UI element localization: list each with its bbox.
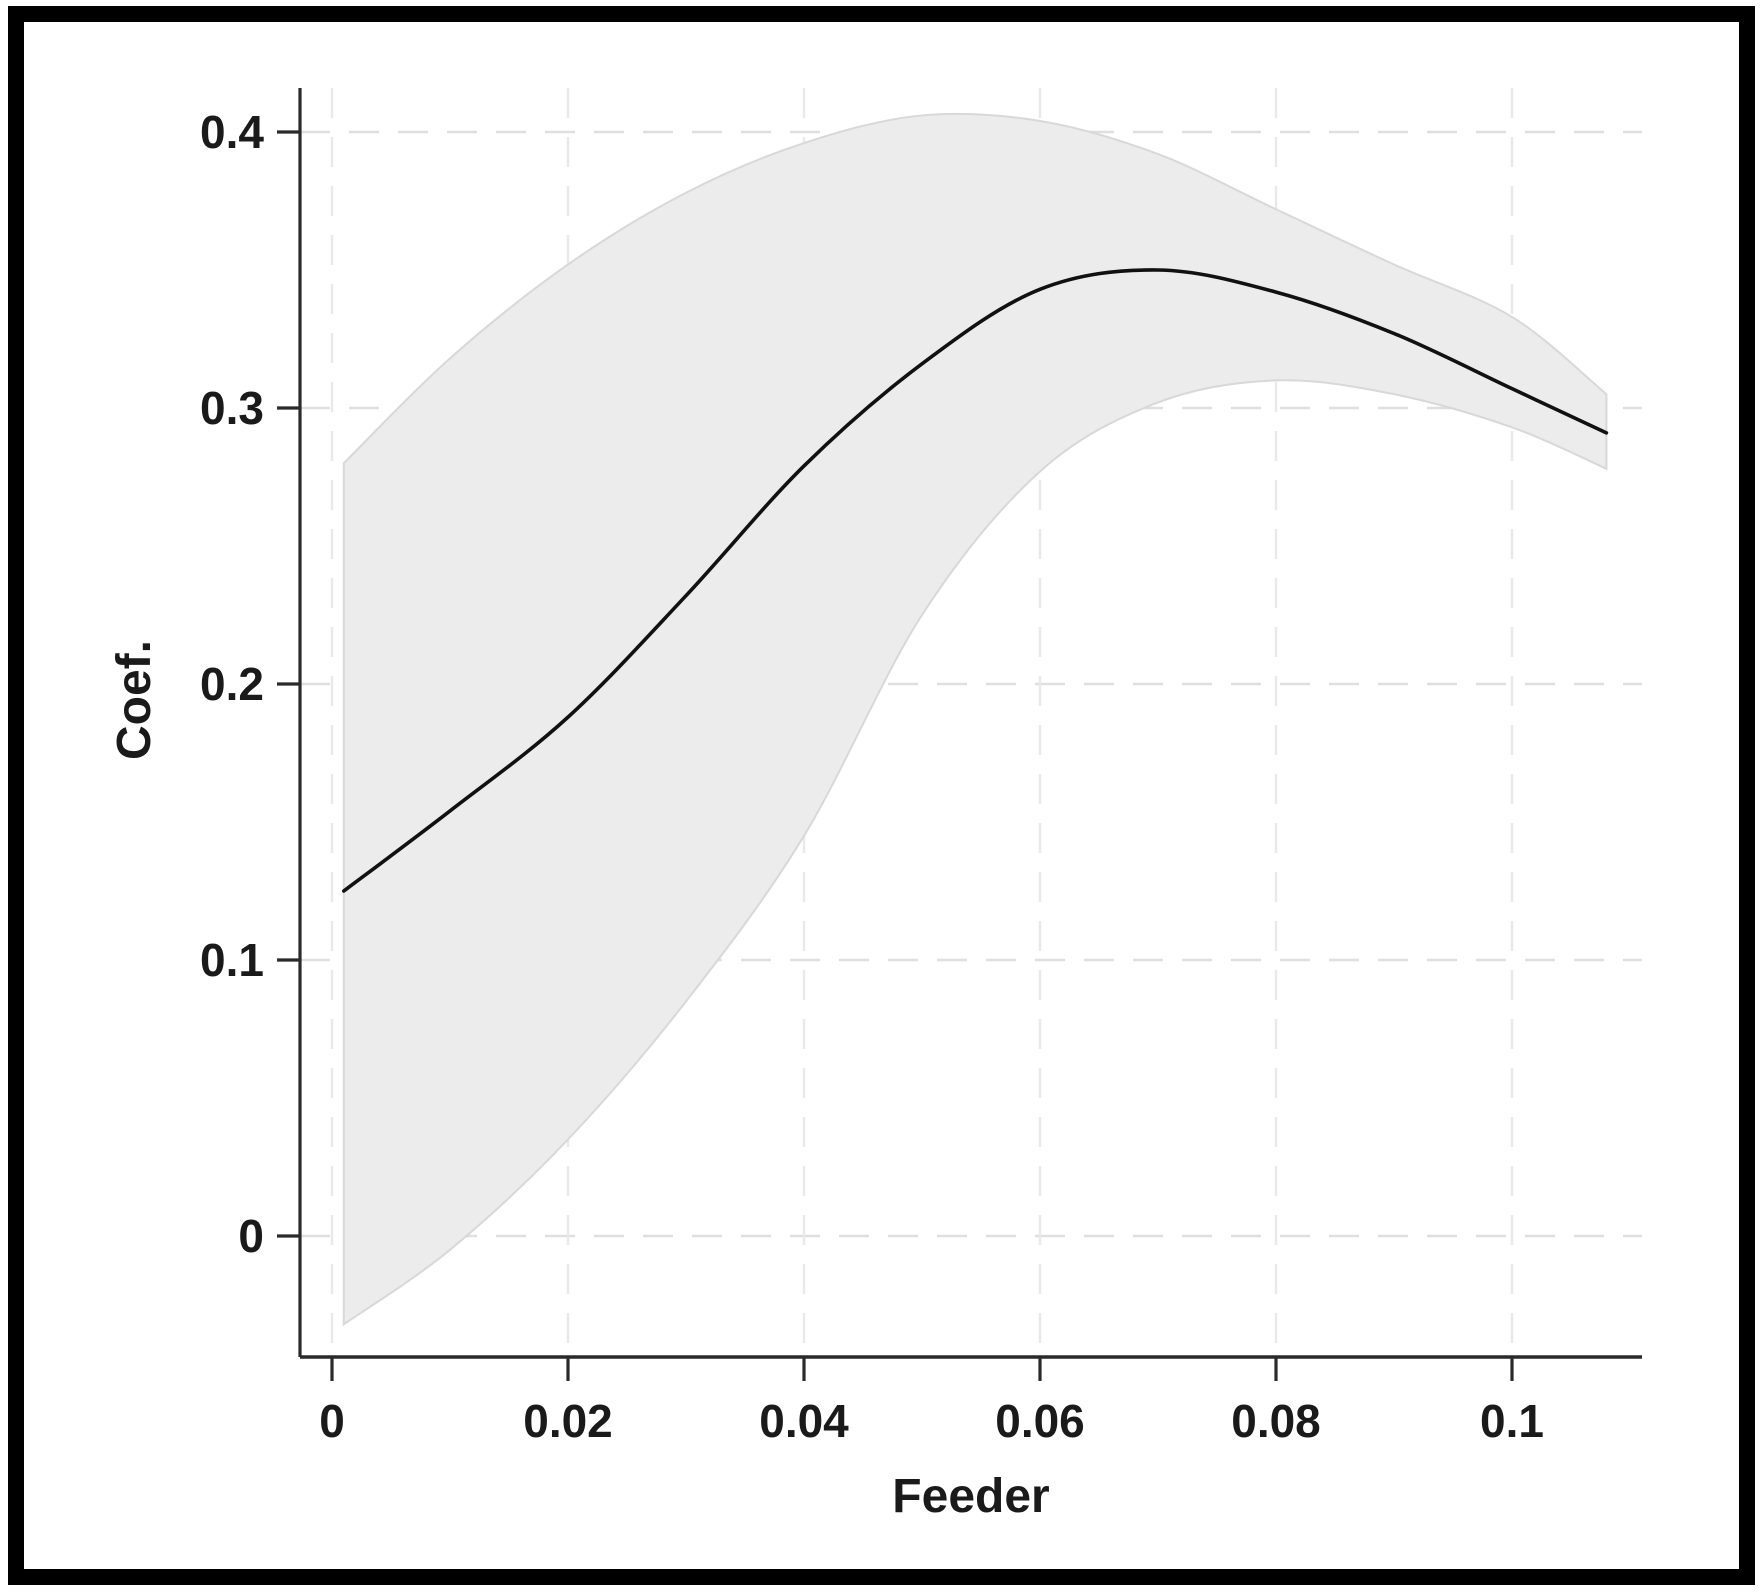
fit-line bbox=[342, 268, 1609, 893]
y-tick-label-0.1: 0.1 bbox=[200, 934, 264, 986]
y-tick-label-0.3: 0.3 bbox=[200, 382, 264, 434]
x-tick-label-0.04: 0.04 bbox=[759, 1395, 849, 1447]
y-tick-label-0.2: 0.2 bbox=[200, 658, 264, 710]
x-tick-label-0.1: 0.1 bbox=[1480, 1395, 1544, 1447]
y-tick-label-0.4: 0.4 bbox=[200, 106, 264, 158]
y-tick-label-0: 0 bbox=[238, 1210, 264, 1262]
x-tick-label-0: 0 bbox=[319, 1395, 345, 1447]
figure-border bbox=[8, 6, 1755, 1585]
x-tick-label-0.02: 0.02 bbox=[523, 1395, 613, 1447]
x-tick-label-0.06: 0.06 bbox=[995, 1395, 1085, 1447]
y-axis-title: Coef. bbox=[108, 640, 161, 760]
x-axis-title: Feeder bbox=[892, 1470, 1049, 1523]
confidence-band bbox=[342, 112, 1608, 1327]
x-tick-label-0.08: 0.08 bbox=[1231, 1395, 1321, 1447]
